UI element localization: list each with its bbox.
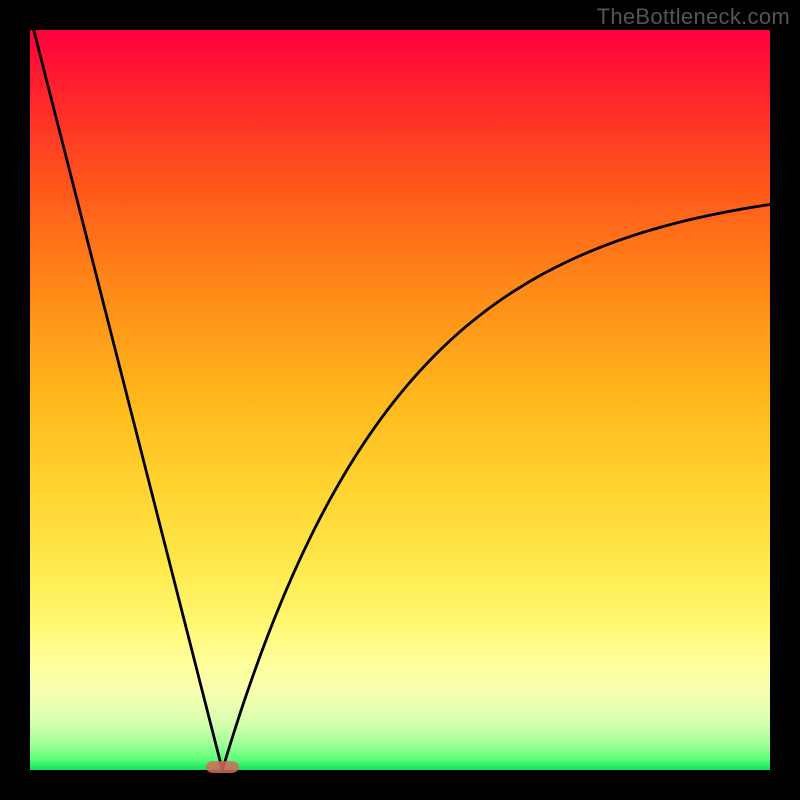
chart-stage: TheBottleneck.com [0,0,800,800]
chart-panel [0,0,800,800]
dip-marker [206,761,239,773]
plot-background [30,30,770,770]
watermark-text: TheBottleneck.com [597,4,790,30]
